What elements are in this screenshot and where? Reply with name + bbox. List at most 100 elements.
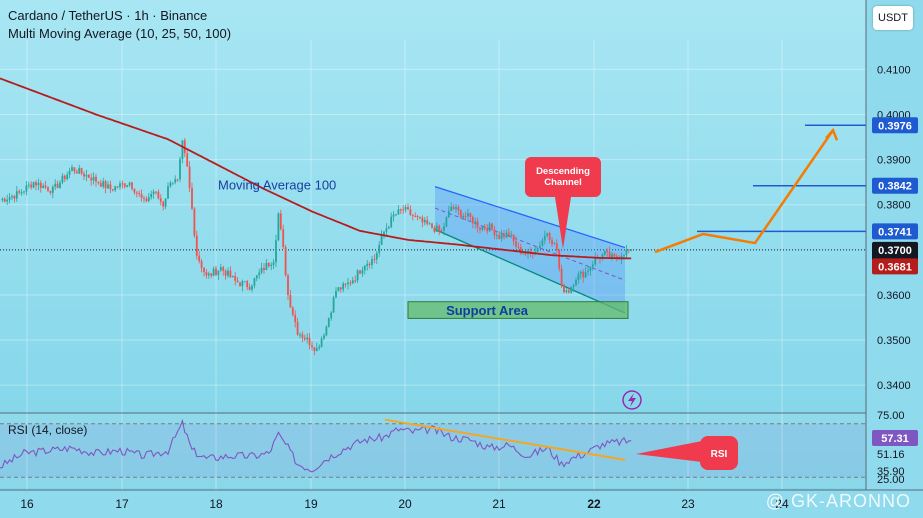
lightning-icon <box>622 390 642 410</box>
candle-body-102 <box>243 281 246 283</box>
candle-body-65 <box>155 191 157 193</box>
candle-body-136 <box>325 326 328 336</box>
candle-body-214 <box>512 234 515 242</box>
candle-body-37 <box>87 174 90 178</box>
candle-body-210 <box>503 234 505 238</box>
current-price-label: 0.3700 <box>878 245 912 257</box>
time-tick-17: 17 <box>115 497 129 511</box>
candle-body-199 <box>476 221 479 228</box>
candle-body-194 <box>464 215 467 217</box>
ma100-line <box>0 77 632 260</box>
candle-body-168 <box>402 209 405 211</box>
candle-body-154 <box>368 263 371 265</box>
candle-body-91 <box>217 270 220 275</box>
candle-body-87 <box>207 273 210 276</box>
candle-body-24 <box>56 183 59 188</box>
candle-body-216 <box>517 246 520 248</box>
candle-body-9 <box>20 192 23 194</box>
candle-body-187 <box>447 210 450 218</box>
candle-body-152 <box>363 265 366 271</box>
price-tick-6: 0.3400 <box>877 380 911 392</box>
candle-body-88 <box>210 273 213 276</box>
candle-body-124 <box>296 322 299 335</box>
time-axis-bg <box>0 490 923 518</box>
candle-body-234 <box>560 268 563 285</box>
candle-body-212 <box>507 232 510 236</box>
candle-body-225 <box>539 245 541 248</box>
candle-body-256 <box>613 254 616 257</box>
candle-body-162 <box>387 226 390 229</box>
candle-body-113 <box>270 264 273 267</box>
candle-body-53 <box>126 185 129 187</box>
candle-body-237 <box>567 290 570 293</box>
candle-body-233 <box>558 250 561 269</box>
candle-body-211 <box>505 232 508 238</box>
watermark: @ GK-ARONNO <box>765 491 911 511</box>
candle-body-239 <box>572 285 575 287</box>
ma-value-box <box>872 258 918 275</box>
candle-body-129 <box>308 337 311 346</box>
candle-body-67 <box>159 198 162 202</box>
candle-body-93 <box>222 267 225 271</box>
candle-body-202 <box>483 227 486 229</box>
candle-body-74 <box>176 179 179 181</box>
candle-body-133 <box>318 346 321 349</box>
candle-body-68 <box>162 201 165 207</box>
candle-body-247 <box>591 264 594 267</box>
moving-average-100 <box>0 77 632 260</box>
candle-body-100 <box>239 282 241 286</box>
support-area-box <box>407 301 629 319</box>
candle-body-183 <box>438 225 441 231</box>
candle-body-215 <box>515 241 517 247</box>
candle-body-116 <box>277 213 280 241</box>
candle-body-203 <box>486 228 489 232</box>
candle-body-155 <box>371 259 373 265</box>
candle-body-243 <box>582 271 585 278</box>
candle-body-145 <box>347 282 349 285</box>
candle-body-55 <box>131 182 133 189</box>
candle-body-241 <box>577 273 580 280</box>
candle-body-131 <box>313 347 316 351</box>
candle-body-122 <box>291 307 294 315</box>
candle-body-146 <box>349 282 352 284</box>
candle-body-254 <box>608 251 611 258</box>
candle-body-120 <box>287 275 289 295</box>
candle-body-248 <box>594 256 597 265</box>
candle-body-182 <box>435 225 438 232</box>
candle-body-5 <box>11 195 13 198</box>
candle-body-208 <box>498 234 501 239</box>
candle-body-20 <box>47 187 49 191</box>
candle-body-138 <box>330 312 333 319</box>
candle-body-86 <box>205 272 208 276</box>
candle-body-33 <box>78 168 81 174</box>
candle-body-34 <box>80 168 83 174</box>
currency-button[interactable]: USDT <box>873 6 913 30</box>
candle-body-31 <box>73 167 76 172</box>
time-tick-19: 19 <box>304 497 318 511</box>
candle-body-18 <box>42 185 45 188</box>
support-label: Support Area <box>446 303 529 318</box>
candle-body-16 <box>37 182 40 186</box>
price-tick-0: 0.4100 <box>877 64 911 76</box>
price-axis[interactable]: 0.41000.40000.39000.38000.36000.35000.34… <box>865 0 923 490</box>
candle-body-43 <box>102 181 105 187</box>
candle-body-261 <box>625 249 628 256</box>
candle-body-185 <box>443 226 445 231</box>
candle-body-190 <box>455 207 457 210</box>
candle-body-47 <box>111 189 114 191</box>
candle-body-119 <box>284 247 287 276</box>
candle-body-200 <box>479 227 481 230</box>
time-axis[interactable]: 16 17 18 19 20 21 22 23 24 <box>0 489 923 518</box>
candle-body-64 <box>152 191 155 195</box>
candle-body-42 <box>99 183 102 187</box>
level-label-2: 0.3842 <box>878 181 912 193</box>
candle-body-90 <box>215 268 217 275</box>
level-label-1-box <box>872 117 918 134</box>
candle-body-13 <box>30 184 33 188</box>
candle-body-253 <box>606 251 609 253</box>
candle-body-49 <box>116 186 119 188</box>
candle-body-76 <box>181 140 184 160</box>
candle-body-171 <box>409 209 412 215</box>
